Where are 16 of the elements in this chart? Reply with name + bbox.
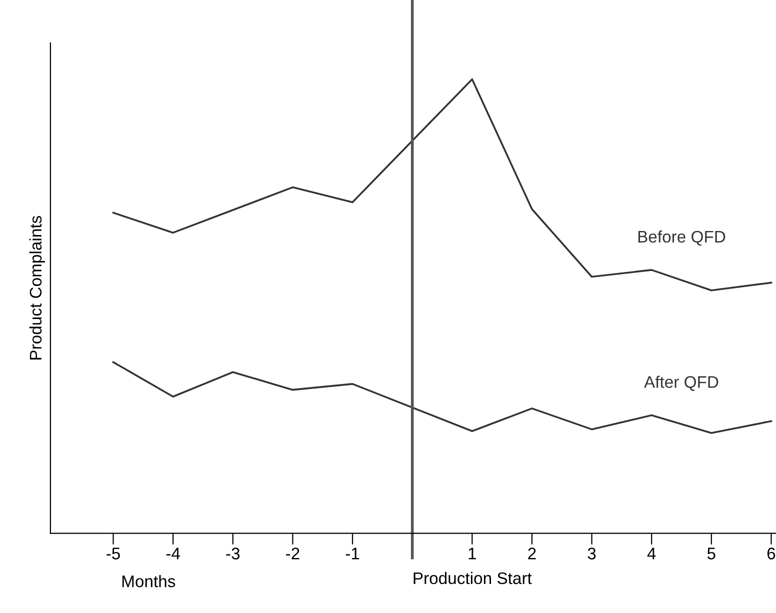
x-tick-label: 4 (647, 548, 656, 560)
x-tick-label: -1 (346, 548, 360, 560)
x-axis-title: Months (122, 574, 176, 588)
x-tick-label: 2 (528, 548, 536, 560)
x-tick-label: 5 (707, 548, 716, 560)
x-tick-label: 6 (767, 548, 776, 560)
series-label: Before QFD (638, 230, 726, 246)
x-tick-label: 1 (468, 548, 476, 560)
y-axis-title: Product Complaints (29, 216, 45, 360)
ref-line-label: Production Start (414, 572, 532, 584)
x-tick-label: -3 (226, 548, 240, 560)
x-tick-label: -5 (106, 548, 120, 560)
series-label: After QFD (644, 376, 718, 391)
x-tick-label: -4 (166, 548, 180, 560)
x-tick-label: -2 (286, 548, 300, 560)
x-tick-label: 3 (588, 548, 596, 560)
